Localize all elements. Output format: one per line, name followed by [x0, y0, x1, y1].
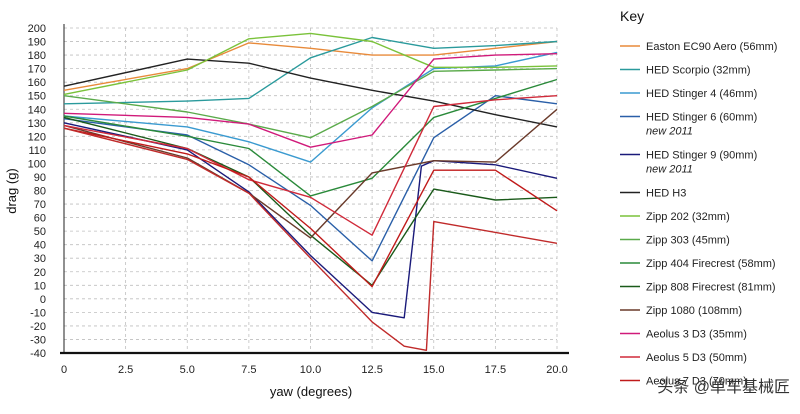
series-line-zipp-1080-108mm [63, 108, 558, 239]
series-line-hed-stinger-9-90mm [63, 122, 558, 319]
y-tick-label: 50 [34, 226, 46, 238]
y-tick-label: 120 [28, 131, 46, 143]
x-tick-label: 15.0 [423, 364, 444, 376]
y-tick-label: 150 [28, 91, 46, 103]
y-tick-label: 0 [40, 294, 46, 306]
y-tick-label: 80 [34, 186, 46, 198]
series-lines [63, 32, 558, 351]
x-axis-label: yaw (degrees) [270, 384, 352, 399]
series-line-hed-h3 [63, 58, 558, 128]
legend-item: Aeolus 7 D3 (70mm) [620, 376, 747, 388]
watermark-text: 头条 @单车基械匠 [657, 378, 790, 396]
legend-label: Aeolus 7 D3 (70mm) [646, 376, 747, 388]
series-line-aeolus-7-d3-70mm [63, 127, 558, 288]
legend-item: HED Stinger 6 (60mm) new 2011 [620, 112, 757, 138]
legend-item: Easton EC90 Aero (56mm) [620, 41, 777, 53]
y-tick-label: 170 [28, 64, 46, 76]
legend-title: Key [620, 8, 644, 24]
legend-label: Zipp 404 Firecrest (58mm) [646, 258, 776, 270]
axes: 2001901801701601501401301201101009080706… [28, 23, 569, 376]
y-tick-label: -20 [30, 321, 46, 333]
y-tick-label: 70 [34, 199, 46, 211]
x-tick-label: 10.0 [300, 364, 321, 376]
y-tick-label: 40 [34, 240, 46, 252]
legend-label: HED H3 [646, 188, 686, 200]
series-line-hed-scorpio-32mm [63, 36, 558, 105]
legend-label: Zipp 202 (32mm) [646, 211, 730, 223]
legend-label: HED Scorpio (32mm) [646, 65, 751, 77]
legend-note: new 2011 [646, 126, 693, 138]
legend: Easton EC90 Aero (56mm) HED Scorpio (32mm… [620, 41, 777, 388]
y-tick-label: 110 [28, 145, 46, 157]
legend-item: Zipp 202 (32mm) [620, 211, 730, 223]
y-tick-label: 140 [28, 104, 46, 116]
series-line-aeolus-3-d3-35mm [63, 53, 558, 148]
series-line-hed-stinger-6-60mm [63, 94, 558, 262]
y-tick-label: 90 [34, 172, 46, 184]
y-tick-label: 10 [34, 280, 46, 292]
y-tick-label: 190 [28, 37, 46, 49]
y-tick-label: 130 [28, 118, 46, 130]
legend-label: HED Stinger 6 (60mm) [646, 112, 757, 124]
y-tick-label: 100 [28, 158, 46, 170]
y-tick-label: 160 [28, 77, 46, 89]
x-tick-label: 7.5 [241, 364, 256, 376]
legend-label: Easton EC90 Aero (56mm) [646, 41, 777, 53]
legend-item: HED H3 [620, 188, 686, 200]
legend-item: Aeolus 3 D3 (35mm) [620, 329, 747, 341]
series-line-zipp-303-45mm [63, 67, 558, 139]
legend-label: Zipp 303 (45mm) [646, 235, 730, 247]
x-tick-label: 5.0 [180, 364, 195, 376]
legend-item: Zipp 1080 (108mm) [620, 305, 742, 317]
legend-item: HED Scorpio (32mm) [620, 65, 751, 77]
y-tick-label: 200 [28, 23, 46, 35]
legend-item: Zipp 303 (45mm) [620, 235, 730, 247]
legend-item: HED Stinger 9 (90mm) new 2011 [620, 150, 757, 176]
y-tick-label: -40 [30, 348, 46, 360]
legend-label: Aeolus 5 D3 (50mm) [646, 352, 747, 364]
legend-item: Zipp 404 Firecrest (58mm) [620, 258, 776, 270]
series-line-hed-stinger-4-46mm [63, 51, 558, 163]
series-line-aeolus-7-d3-70mm-b [63, 127, 558, 351]
legend-item: Zipp 808 Firecrest (81mm) [620, 282, 776, 294]
y-tick-label: 180 [28, 50, 46, 62]
legend-label: Aeolus 3 D3 (35mm) [646, 329, 747, 341]
y-tick-label: 30 [34, 253, 46, 265]
y-tick-label: 60 [34, 213, 46, 225]
gridlines [63, 27, 558, 353]
x-tick-label: 0 [61, 364, 67, 376]
legend-item: HED Stinger 4 (46mm) [620, 88, 757, 100]
x-tick-label: 2.5 [118, 364, 133, 376]
series-line-aeolus-5-d3-50mm [63, 95, 558, 236]
legend-item: Aeolus 5 D3 (50mm) [620, 352, 747, 364]
legend-label: HED Stinger 9 (90mm) [646, 150, 757, 162]
legend-label: Zipp 808 Firecrest (81mm) [646, 282, 776, 294]
y-tick-label: -30 [30, 334, 46, 346]
legend-label: Zipp 1080 (108mm) [646, 305, 742, 317]
x-tick-label: 12.5 [361, 364, 382, 376]
legend-note: new 2011 [646, 164, 693, 176]
y-tick-label: -10 [30, 307, 46, 319]
legend-label: HED Stinger 4 (46mm) [646, 88, 757, 100]
x-tick-label: 20.0 [546, 364, 567, 376]
series-line-zipp-202-32mm [63, 32, 558, 96]
x-tick-label: 17.5 [485, 364, 506, 376]
y-axis-label: drag (g) [4, 168, 19, 214]
y-tick-label: 20 [34, 267, 46, 279]
